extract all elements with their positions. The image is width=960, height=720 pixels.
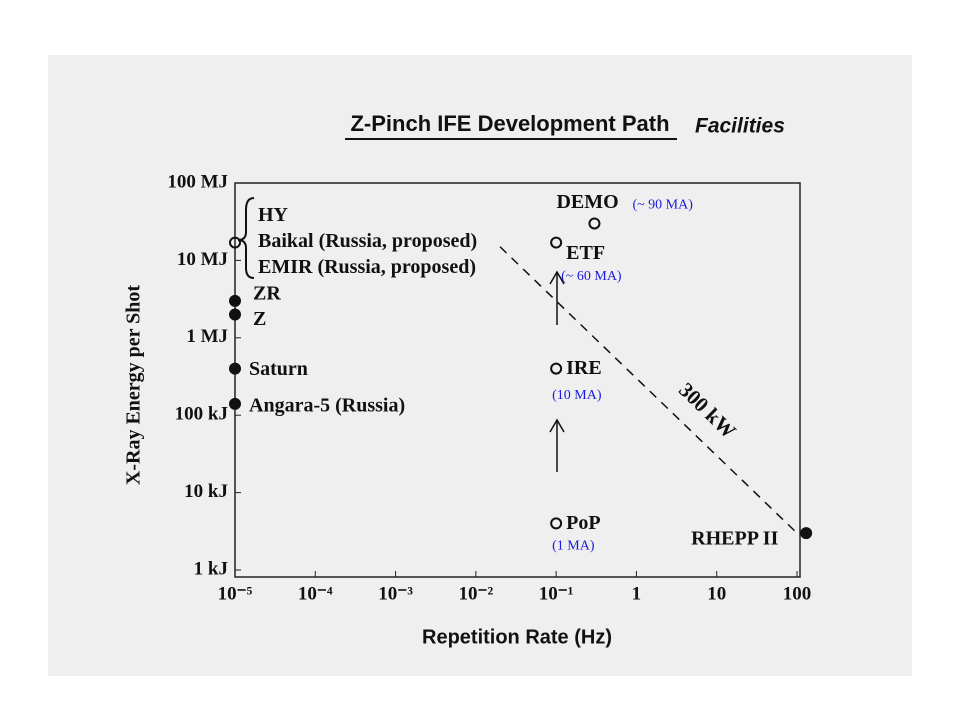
y-tick-label: 1 MJ (186, 326, 228, 347)
y-tick-label: 1 kJ (194, 558, 228, 579)
x-tick-label: 10⁻⁴ (298, 583, 333, 604)
current-label: (1 MA) (552, 539, 595, 554)
page (48, 55, 912, 676)
y-tick-label: 10 MJ (177, 249, 228, 270)
point-label: Saturn (249, 358, 308, 380)
data-point (229, 308, 241, 321)
brace (237, 197, 255, 279)
data-point (588, 217, 601, 230)
data-point (229, 397, 241, 410)
point-label: Angara-5 (Russia) (249, 394, 405, 416)
current-label: (~ 60 MA) (561, 269, 622, 284)
point-label: ETF (566, 242, 605, 264)
point-label: IRE (566, 357, 602, 379)
y-tick-label: 100 kJ (175, 404, 228, 425)
x-tick-label: 10⁻¹ (539, 583, 574, 604)
x-tick-label: 10⁻⁵ (218, 583, 253, 604)
current-label: (10 MA) (552, 388, 602, 403)
current-label: (~ 90 MA) (632, 198, 693, 213)
y-tick-label: 10 kJ (184, 481, 228, 502)
point-label: EMIR (Russia, proposed) (258, 256, 476, 278)
arrow (549, 270, 565, 472)
y-axis-title: X-Ray Energy per Shot (123, 285, 145, 486)
data-point (229, 362, 241, 375)
x-axis-title: Repetition Rate (Hz) (422, 626, 612, 648)
power-line (499, 246, 798, 534)
x-tick-label: 10⁻³ (378, 583, 413, 604)
x-tick-label: 100 (783, 583, 812, 604)
data-point (550, 236, 563, 249)
y-tick-label: 100 MJ (167, 171, 228, 192)
point-label: PoP (566, 512, 600, 534)
point-label: Baikal (Russia, proposed) (258, 230, 477, 252)
point-label: ZR (253, 282, 281, 304)
point-label: RHEPP II (691, 528, 778, 550)
x-tick-label: 10 (707, 583, 726, 604)
data-point (229, 294, 241, 307)
chart-title: Z-Pinch IFE Development Path (350, 111, 669, 136)
point-label: Z (253, 308, 266, 330)
data-point (229, 236, 241, 249)
plot-frame (234, 182, 801, 578)
data-point (550, 517, 563, 530)
x-tick-label: 10⁻² (458, 583, 493, 604)
point-label: DEMO (556, 191, 618, 213)
data-point (800, 527, 813, 540)
chart-subtitle: Facilities (695, 115, 785, 138)
point-label: HY (258, 204, 289, 226)
data-point (550, 362, 563, 375)
x-tick-label: 1 (632, 583, 642, 604)
